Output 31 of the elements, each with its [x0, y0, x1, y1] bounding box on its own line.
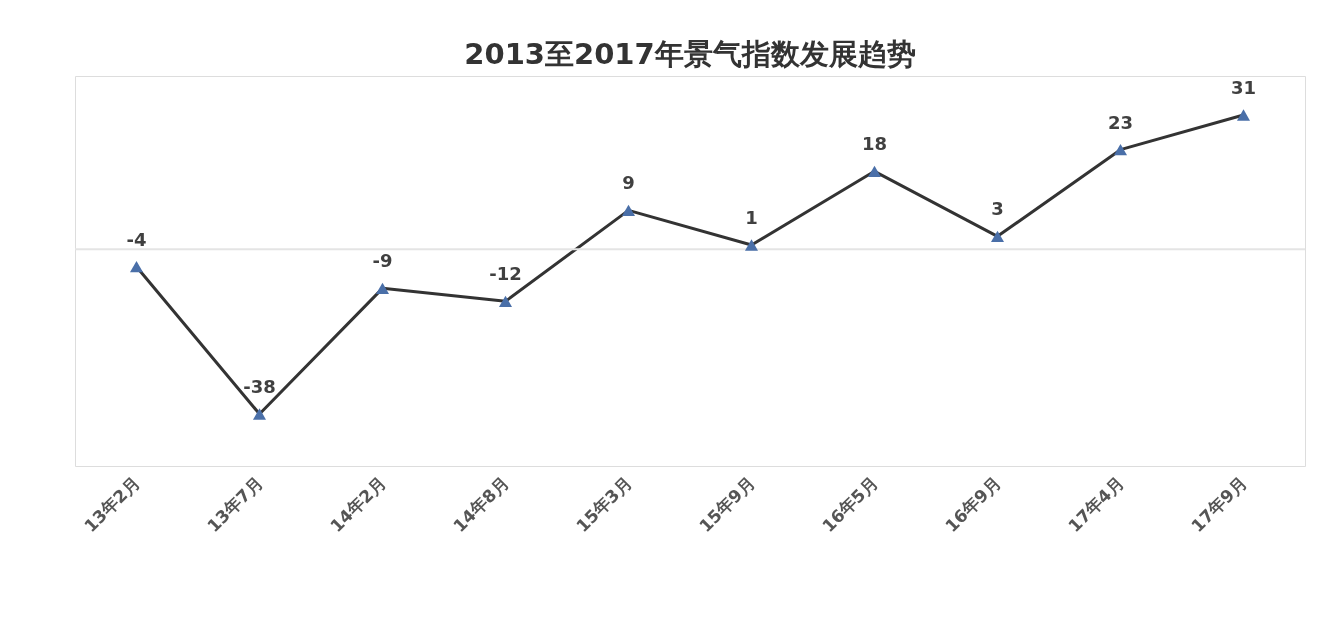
- x-tick-label: 16年5月: [818, 472, 882, 537]
- x-tick-label: 16年9月: [941, 472, 1005, 537]
- data-label: 23: [1107, 111, 1134, 133]
- chart-title: 2013至2017年景气指数发展趋势: [464, 37, 916, 71]
- x-tick-label: 15年3月: [572, 472, 636, 537]
- x-tick-label: 17年4月: [1064, 472, 1128, 537]
- point: [375, 282, 390, 294]
- point: [867, 165, 882, 177]
- data-label: -4: [126, 228, 147, 250]
- data-label: -9: [372, 250, 393, 272]
- point: [744, 239, 759, 251]
- point: [621, 204, 636, 216]
- point: [252, 408, 267, 420]
- data-label: 31: [1230, 77, 1257, 98]
- data-label: -12: [489, 263, 522, 285]
- point: [1113, 144, 1128, 156]
- x-tick-label: 13年2月: [80, 472, 144, 537]
- x-tick-label: 14年8月: [449, 472, 513, 537]
- x-tick-label: 13年7月: [203, 472, 267, 537]
- data-label: 3: [991, 198, 1004, 220]
- data-label: -38: [243, 376, 276, 397]
- x-tick-label: 17年9月: [1187, 472, 1251, 537]
- data-label: 9: [622, 172, 635, 194]
- point: [498, 295, 513, 307]
- point: [129, 261, 144, 273]
- data-label: 1: [745, 207, 758, 228]
- data-label: 18: [861, 133, 888, 155]
- point: [1236, 109, 1251, 121]
- x-tick-label: 14年2月: [326, 472, 390, 537]
- point: [990, 230, 1005, 242]
- x-tick-label: 15年9月: [695, 472, 759, 537]
